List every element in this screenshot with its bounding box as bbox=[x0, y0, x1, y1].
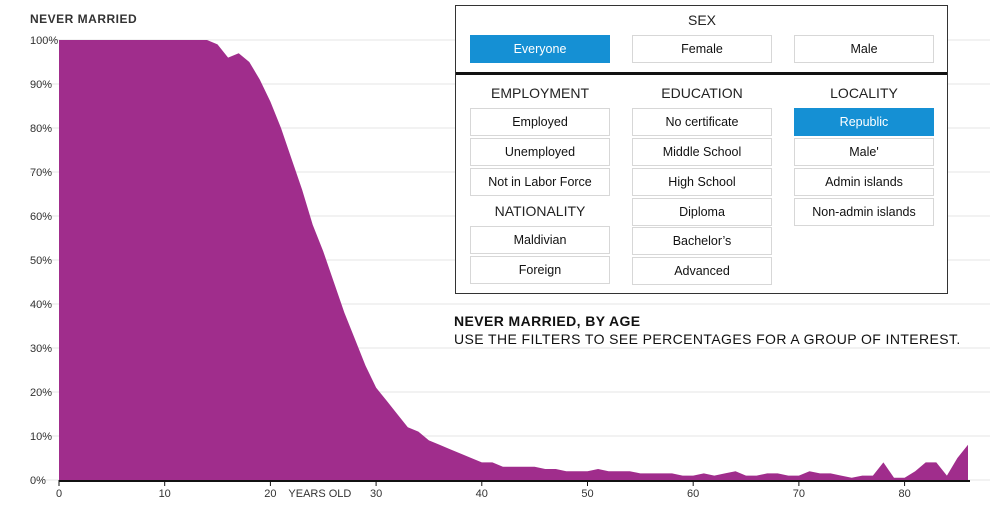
filter-not-in-labor-force[interactable]: Not in Labor Force bbox=[470, 168, 610, 196]
x-tick-label: 70 bbox=[793, 488, 805, 500]
filter-employed[interactable]: Employed bbox=[470, 108, 610, 136]
y-tick-label: 80% bbox=[30, 123, 52, 135]
y-tick-label: 20% bbox=[30, 387, 52, 399]
x-tick-label: 40 bbox=[476, 488, 488, 500]
filter-sex-male[interactable]: Male bbox=[794, 35, 934, 63]
filter-no-certificate[interactable]: No certificate bbox=[632, 108, 772, 136]
filter-non-admin-islands[interactable]: Non-admin islands bbox=[794, 198, 934, 226]
y-axis-label: NEVER MARRIED bbox=[30, 12, 138, 26]
locality-heading: LOCALITY bbox=[830, 85, 898, 101]
y-tick-label: 90% bbox=[30, 79, 52, 91]
x-tick-label: 60 bbox=[687, 488, 699, 500]
x-tick-label: 50 bbox=[581, 488, 593, 500]
never-married-area bbox=[59, 40, 968, 480]
y-tick-label: 10% bbox=[30, 431, 52, 443]
filter-bachelors[interactable]: Bachelor’s bbox=[632, 227, 772, 255]
sex-heading: SEX bbox=[687, 12, 716, 28]
filter-admin-islands[interactable]: Admin islands bbox=[794, 168, 934, 196]
x-tick-label: 0 bbox=[56, 488, 62, 500]
y-tick-label: 60% bbox=[30, 211, 52, 223]
filter-unemployed[interactable]: Unemployed bbox=[470, 138, 610, 166]
y-tick-label: 70% bbox=[30, 167, 52, 179]
filter-maldivian[interactable]: Maldivian bbox=[470, 226, 610, 254]
filter-male-city[interactable]: Male' bbox=[794, 138, 934, 166]
x-tick-label: 10 bbox=[159, 488, 171, 500]
y-tick-label: 30% bbox=[30, 343, 52, 355]
filter-advanced[interactable]: Advanced bbox=[632, 257, 772, 285]
employment-heading: EMPLOYMENT bbox=[490, 85, 589, 101]
x-tick-label: 20 bbox=[264, 488, 276, 500]
education-heading: EDUCATION bbox=[661, 85, 743, 101]
filter-panel: SEX Everyone Female Male EMPLOYMENT Empl… bbox=[455, 5, 948, 294]
filter-sex-female[interactable]: Female bbox=[632, 35, 772, 63]
x-axis-label: YEARS OLD bbox=[288, 488, 351, 500]
y-tick-label: 100% bbox=[30, 35, 58, 47]
y-tick-label: 50% bbox=[30, 255, 52, 267]
filter-high-school[interactable]: High School bbox=[632, 168, 772, 196]
y-tick-label: 40% bbox=[30, 299, 52, 311]
filter-middle-school[interactable]: Middle School bbox=[632, 138, 772, 166]
x-tick-label: 30 bbox=[370, 488, 382, 500]
note-title: NEVER MARRIED, BY AGE bbox=[454, 313, 641, 329]
nationality-heading: NATIONALITY bbox=[494, 203, 586, 219]
panel-divider bbox=[456, 72, 947, 75]
filter-diploma[interactable]: Diploma bbox=[632, 198, 772, 226]
y-tick-label: 0% bbox=[30, 475, 46, 487]
x-tick-label: 80 bbox=[898, 488, 910, 500]
filter-foreign[interactable]: Foreign bbox=[470, 256, 610, 284]
note-subtitle: USE THE FILTERS TO SEE PERCENTAGES FOR A… bbox=[454, 331, 961, 347]
filter-republic[interactable]: Republic bbox=[794, 108, 934, 136]
filter-sex-everyone[interactable]: Everyone bbox=[470, 35, 610, 63]
